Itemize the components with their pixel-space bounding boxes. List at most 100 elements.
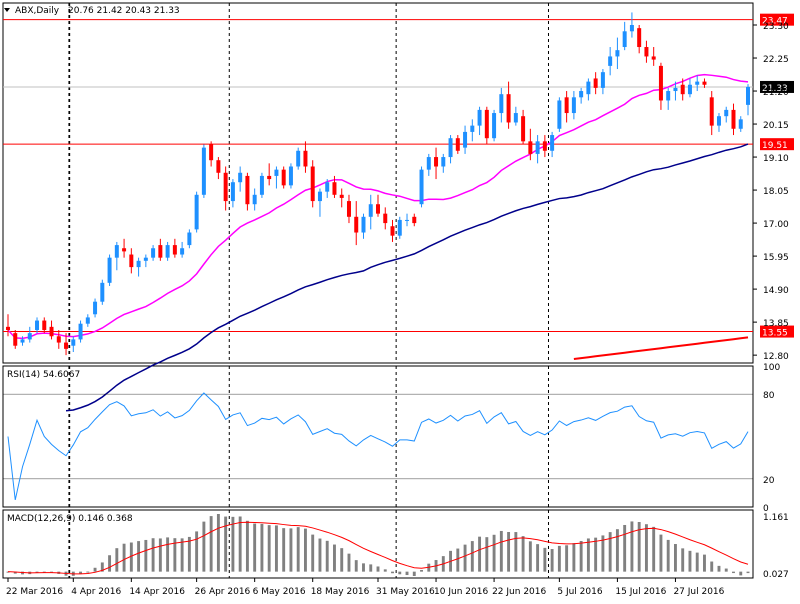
- candle-body: [477, 109, 482, 126]
- candle-body: [658, 65, 663, 101]
- rsi-tick-label: 20: [763, 476, 775, 486]
- macd-bar: [405, 571, 409, 576]
- candle-body: [310, 166, 315, 202]
- macd-bar: [187, 536, 191, 572]
- macd-bar: [158, 538, 162, 572]
- candle-body: [651, 56, 656, 60]
- horizontal-levels: [3, 19, 753, 333]
- macd-bar: [601, 535, 605, 572]
- macd-bar: [195, 531, 199, 572]
- candle-body: [93, 301, 98, 315]
- candle-body: [354, 216, 359, 233]
- price-tick-label: 18.05: [763, 187, 789, 197]
- macd-bar: [717, 565, 721, 572]
- moving-averages: [7, 73, 749, 412]
- level-label: 19.51: [762, 141, 788, 151]
- candle-body: [187, 232, 192, 246]
- candles: [6, 12, 750, 356]
- headers: RSI(14) 54.6067 MACD(12,26,9) 0.146 0.368…: [4, 6, 180, 524]
- macd-bar: [79, 571, 82, 574]
- macd-bar: [253, 523, 257, 572]
- candle-body: [622, 31, 627, 48]
- candle-body: [317, 191, 322, 202]
- macd-bar: [536, 544, 540, 572]
- rsi-panel-frame: [2, 365, 754, 508]
- macd-bar: [122, 543, 126, 572]
- macd-bar: [340, 548, 344, 572]
- candle-body: [288, 166, 293, 186]
- macd-bar: [93, 567, 97, 572]
- macd-signal-line: [7, 521, 749, 575]
- candle-body: [107, 257, 112, 283]
- macd-bar: [412, 571, 416, 576]
- price-tick-label: 12.80: [763, 352, 789, 362]
- macd-bar: [710, 561, 714, 572]
- candle-body: [557, 100, 562, 129]
- candle-body: [687, 84, 692, 95]
- candle-body: [114, 245, 119, 258]
- candle-body: [644, 47, 649, 57]
- candle-body: [42, 320, 47, 330]
- macd-bar: [129, 542, 133, 572]
- macd-bar: [231, 516, 235, 572]
- candle-body: [325, 182, 330, 192]
- ohlc-header: 20.76 21.42 20.43 21.33: [68, 6, 180, 16]
- candle-body: [673, 87, 678, 92]
- candle-body: [165, 245, 170, 258]
- candle-body: [158, 245, 163, 258]
- candle-body: [412, 216, 417, 224]
- macd-bar: [151, 538, 155, 572]
- level-label-bg: [760, 138, 794, 151]
- candle-body: [143, 257, 148, 261]
- candle-body: [216, 160, 221, 173]
- time-tick-label: 18 May 2016: [311, 587, 370, 597]
- current-price-label: 21.33: [762, 84, 788, 94]
- candle-body: [405, 219, 410, 221]
- candle-body: [78, 323, 83, 340]
- macd-bar: [398, 571, 402, 575]
- macd-bar: [369, 564, 373, 572]
- price-tick-label: 21.20: [763, 88, 789, 98]
- candle-body: [470, 125, 475, 132]
- period-separators: [68, 3, 549, 578]
- candle-body: [201, 147, 206, 195]
- macd-bar: [528, 541, 532, 572]
- macd-bar: [347, 553, 351, 572]
- price-tick-label: 17.00: [763, 220, 789, 230]
- macd-bar: [674, 544, 677, 572]
- candle-body: [390, 226, 395, 236]
- candle-body: [738, 119, 743, 129]
- macd-bar: [216, 514, 220, 572]
- macd-bar: [209, 516, 213, 572]
- macd-bar: [456, 548, 460, 572]
- candle-body: [550, 135, 555, 151]
- macd-bar: [681, 548, 685, 572]
- macd-bar: [514, 532, 518, 572]
- candle-body: [492, 113, 497, 139]
- macd-bar: [86, 571, 90, 573]
- macd-bar: [144, 539, 148, 572]
- candle-body: [230, 182, 235, 202]
- candle-body: [441, 157, 446, 167]
- rsi-tick-label: 0: [763, 504, 769, 514]
- candle-body: [151, 248, 156, 258]
- macd-top-label: 1.161: [763, 513, 789, 523]
- candle-body: [513, 113, 518, 123]
- candle-body: [346, 201, 351, 217]
- price-tick-label: 20.15: [763, 121, 789, 131]
- macd-bar: [739, 571, 743, 576]
- time-tick-label: 26 Apr 2016: [195, 587, 251, 597]
- macd-bar: [180, 538, 184, 572]
- level-label: 23.47: [762, 17, 788, 27]
- candle-body: [35, 320, 40, 330]
- candle-body: [579, 91, 584, 98]
- macd-bar: [746, 571, 750, 574]
- candle-body: [419, 169, 424, 205]
- time-tick-label: 27 Jul 2016: [673, 587, 724, 597]
- candle-body: [426, 157, 431, 170]
- macd-bar: [35, 571, 39, 573]
- macd-bar: [507, 531, 511, 572]
- macd-bar: [137, 541, 141, 572]
